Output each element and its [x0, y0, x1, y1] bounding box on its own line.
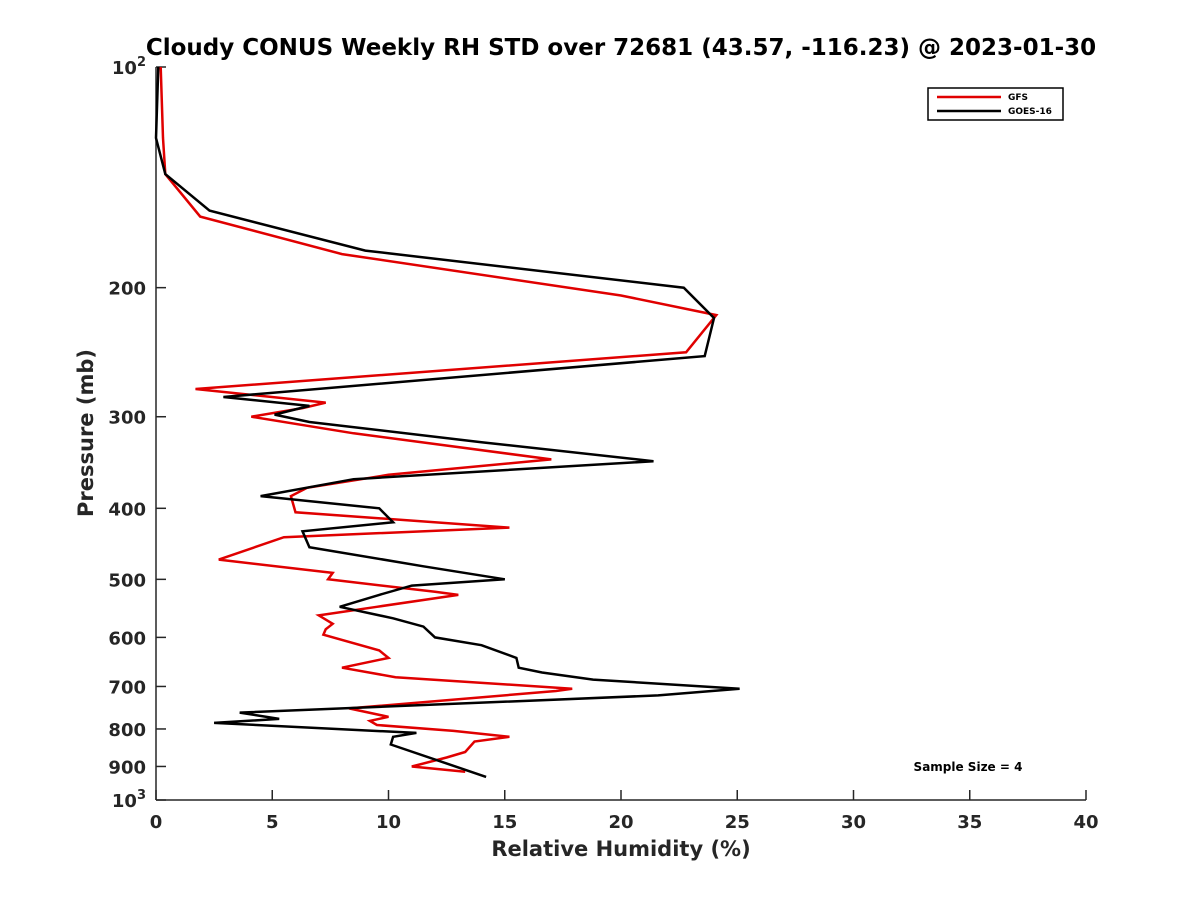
y-tick-label: 102: [112, 55, 146, 79]
sample-size-annotation: Sample Size = 4: [914, 760, 1023, 774]
y-tick-label: 900: [108, 757, 146, 778]
x-tick-label: 35: [957, 812, 982, 833]
y-axis-label: Pressure (mb): [74, 349, 98, 517]
series-line-gfs: [159, 66, 719, 773]
y-tick-label: 700: [108, 677, 146, 698]
y-tick-label: 600: [108, 628, 146, 649]
x-tick-label: 40: [1073, 812, 1098, 833]
x-tick-label: 30: [841, 812, 866, 833]
x-tick-label: 15: [492, 812, 517, 833]
x-tick-label: 5: [266, 812, 279, 833]
y-axis-ticks: 102 200 300 400 500 600 700 800 900 103: [108, 55, 166, 812]
x-tick-label: 20: [608, 812, 633, 833]
y-tick-label: 200: [108, 279, 146, 300]
x-axis-ticks: 0 5 10 15 20 25 30 35 40: [150, 790, 1099, 833]
y-tick-label: 300: [108, 408, 146, 429]
x-tick-label: 10: [376, 812, 401, 833]
series-layer: [154, 66, 740, 779]
y-tick-label: 400: [108, 499, 146, 520]
x-tick-label: 0: [150, 812, 163, 833]
y-tick-label: 800: [108, 720, 146, 741]
chart-title: Cloudy CONUS Weekly RH STD over 72681 (4…: [146, 35, 1096, 61]
x-tick-label: 25: [725, 812, 750, 833]
series-line-goes16: [154, 66, 740, 779]
legend-label-gfs: GFS: [1008, 93, 1028, 103]
legend-box: [927, 87, 1064, 121]
legend-label-goes16: GOES-16: [1008, 107, 1052, 117]
plot-area: [155, 67, 1086, 801]
legend: GFS GOES-16: [927, 87, 1064, 121]
y-tick-label: 103: [112, 788, 146, 812]
x-axis-label: Relative Humidity (%): [491, 837, 750, 861]
y-tick-label: 500: [108, 570, 146, 591]
